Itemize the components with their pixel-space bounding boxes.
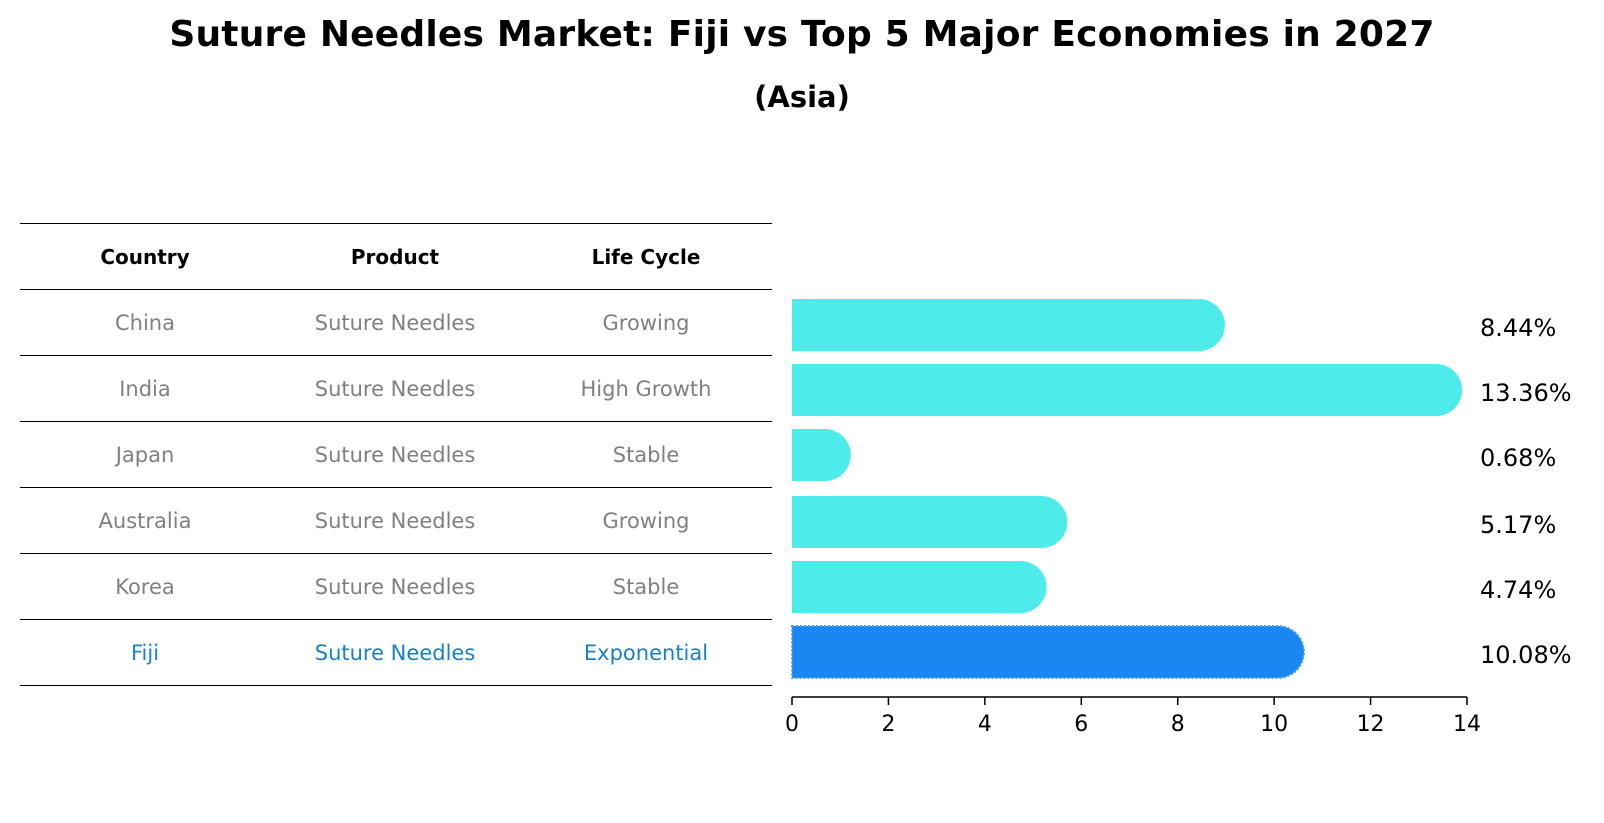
x-tick-label: 14	[1453, 712, 1481, 737]
value-label: 10.08%	[1480, 641, 1572, 669]
table-row: Australia Suture Needles Growing	[20, 487, 772, 553]
bar-japan	[792, 429, 851, 481]
cell-life-cycle: Exponential	[583, 640, 709, 665]
table-row: Korea Suture Needles Stable	[20, 553, 772, 619]
cell-product: Suture Needles	[314, 574, 476, 599]
value-label: 5.17%	[1480, 511, 1556, 539]
x-tick-label: 4	[978, 712, 992, 737]
cell-life-cycle: Growing	[602, 508, 690, 533]
x-tick-label: 2	[881, 712, 895, 737]
cell-product: Suture Needles	[314, 310, 476, 335]
x-tick-label: 10	[1260, 712, 1288, 737]
bar-fiji	[791, 625, 1305, 679]
cell-country: China	[115, 310, 175, 335]
cell-life-cycle: Stable	[612, 574, 680, 599]
table-header-row: Country Product Life Cycle	[20, 223, 772, 289]
cell-life-cycle: Stable	[612, 442, 680, 467]
cell-country: Korea	[115, 574, 175, 599]
cell-product: Suture Needles	[314, 640, 476, 665]
bar-australia	[792, 496, 1068, 548]
cell-product: Suture Needles	[314, 508, 476, 533]
bar-india	[792, 364, 1463, 416]
cell-country: India	[119, 376, 171, 401]
value-label: 8.44%	[1480, 314, 1556, 342]
table-row-highlight: Fiji Suture Needles Exponential	[20, 619, 772, 686]
header-product: Product	[350, 244, 440, 269]
table-row: Japan Suture Needles Stable	[20, 421, 772, 487]
data-table: Country Product Life Cycle China Suture …	[20, 223, 772, 686]
x-tick-label: 6	[1074, 712, 1088, 737]
x-tick-label: 8	[1171, 712, 1185, 737]
cell-country: Japan	[115, 442, 175, 467]
cell-life-cycle: Growing	[602, 310, 690, 335]
header-country: Country	[100, 244, 190, 269]
bar-china	[792, 299, 1225, 351]
chart-title: Suture Needles Market: Fiji vs Top 5 Maj…	[169, 14, 1435, 55]
cell-country: Australia	[98, 508, 192, 533]
cell-product: Suture Needles	[314, 442, 476, 467]
cell-country: Fiji	[130, 640, 160, 665]
bar-korea	[792, 561, 1047, 613]
value-label: 13.36%	[1480, 379, 1572, 407]
chart-subtitle: (Asia)	[754, 80, 850, 114]
cell-life-cycle: High Growth	[580, 376, 712, 401]
value-label: 0.68%	[1480, 444, 1556, 472]
value-label: 4.74%	[1480, 576, 1556, 604]
table-row: China Suture Needles Growing	[20, 289, 772, 355]
cell-product: Suture Needles	[314, 376, 476, 401]
x-tick-label: 0	[785, 712, 799, 737]
header-life-cycle: Life Cycle	[591, 244, 701, 269]
x-tick-label: 12	[1357, 712, 1385, 737]
table-row: India Suture Needles High Growth	[20, 355, 772, 421]
